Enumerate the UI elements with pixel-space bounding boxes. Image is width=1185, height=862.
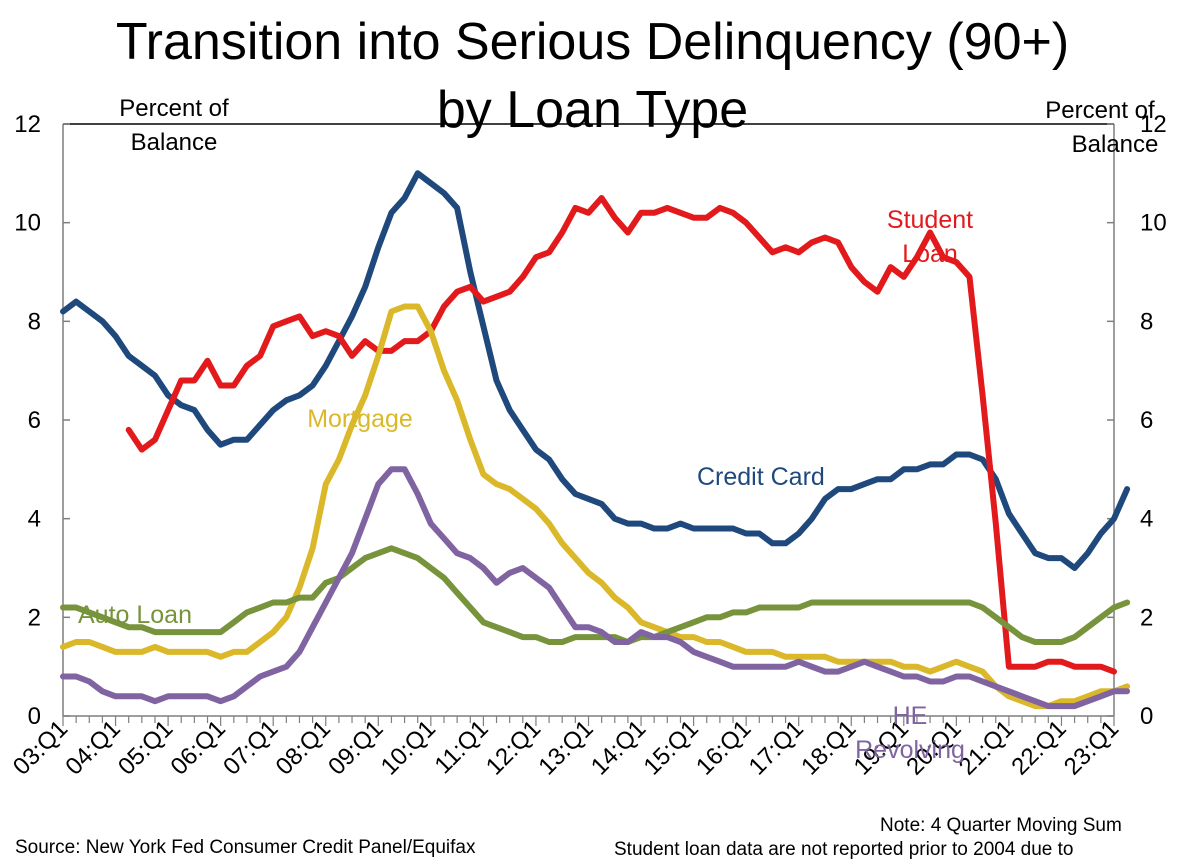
x-tick-label: 15:Q1 [639,715,704,780]
y-right-tick-label: 10 [1140,210,1167,237]
y-left-tick-label: 12 [14,111,41,138]
series-label-auto-loan: Auto Loan [78,601,192,629]
chart-title-line-2: by Loan Type [436,81,749,139]
x-tick-label: 22:Q1 [1006,715,1071,780]
y-left-tick-label: 10 [14,210,41,237]
x-tick-label: 05:Q1 [113,715,178,780]
x-tick-label: 11:Q1 [430,715,494,779]
x-tick-label: 23:Q1 [1059,715,1124,780]
series-label-he-revolving: HE [893,702,928,730]
series-label-he-revolving: Revolving [855,736,965,764]
series-label-mortgage: Mortgage [307,405,413,433]
y-left-tick-label: 2 [28,604,41,631]
x-tick-label: 10:Q1 [376,715,441,780]
student-loan-note: Student loan data are not reported prior… [614,839,1074,860]
y-left-tick-label: 6 [28,407,41,434]
series-line-credit-card [60,170,1131,571]
x-tick-label: 04:Q1 [60,715,125,780]
moving-sum-note: Note: 4 Quarter Moving Sum [880,815,1122,836]
x-tick-label: 09:Q1 [323,715,388,780]
series-line-student-loan [125,195,1117,675]
left-axis-unit-line-1: Percent of [119,95,229,122]
y-left-tick-label: 0 [28,703,41,730]
y-right-tick-label: 8 [1140,308,1153,335]
right-axis-unit-label: Percent of Balance [1020,94,1180,162]
x-tick-label: 16:Q1 [691,715,756,780]
series-label-student-loan: Student [887,206,973,234]
chart-title-line-1: Transition into Serious Delinquency (90+… [115,13,1070,71]
series-line-mortgage [60,303,1131,710]
x-tick-label: 08:Q1 [271,715,336,780]
left-axis-unit-line-2: Balance [130,129,218,156]
y-left-tick-label: 8 [28,308,41,335]
y-right-tick-label: 2 [1140,604,1153,631]
left-axis-unit-label: Percent of Balance [84,92,264,160]
y-left-tick-label: 4 [28,506,41,533]
x-tick-label: 12:Q1 [481,715,546,780]
series-line-he-revolving [60,466,1131,710]
series-line-auto-loan [60,545,1131,645]
x-tick-label: 17:Q1 [744,715,809,780]
right-axis-unit-line-1: Percent of [1045,97,1155,124]
right-axis-unit-line-2: Balance [1071,131,1159,158]
y-right-tick-label: 6 [1140,407,1153,434]
series-label-student-loan: Loan [902,240,958,268]
y-right-tick-label: 4 [1140,506,1153,533]
x-tick-label: 06:Q1 [166,715,231,780]
y-right-tick-label: 12 [1140,111,1167,138]
series-label-credit-card: Credit Card [697,463,825,491]
x-tick-label: 14:Q1 [586,715,651,780]
x-tick-label: 13:Q1 [533,715,598,780]
y-right-tick-label: 0 [1140,703,1153,730]
source-note: Source: New York Fed Consumer Credit Pan… [15,837,476,858]
x-tick-label: 07:Q1 [218,715,283,780]
x-tick-label: 18:Q1 [796,715,861,780]
